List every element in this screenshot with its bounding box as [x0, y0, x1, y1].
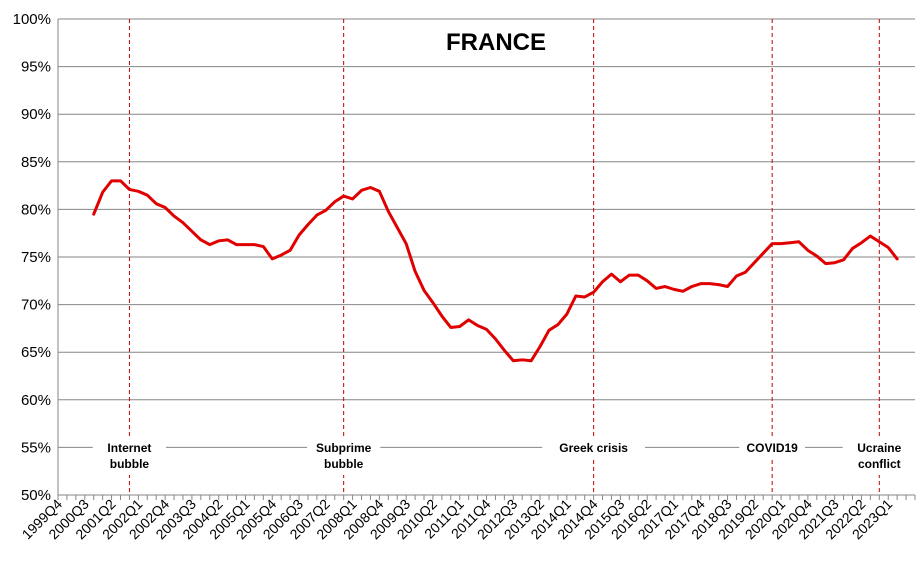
event-label: conflict [858, 457, 901, 471]
chart-title: FRANCE [446, 29, 546, 56]
event-label-bg [542, 439, 646, 459]
gridlines [58, 18, 915, 496]
event-label: Subprime [316, 441, 372, 455]
y-tick-label: 60% [21, 392, 51, 409]
event-markers: Internet bubble Subprime bubble Greek crisis… [92, 19, 916, 495]
event-label-bg [307, 439, 381, 475]
y-tick-label: 80% [21, 201, 51, 218]
event-label-bg [842, 439, 916, 475]
y-tick-label: 90% [21, 106, 51, 123]
y-tick-label: 65% [21, 344, 51, 361]
event-label: bubble [110, 457, 150, 471]
series-layer [92, 179, 899, 363]
y-tick-label: 75% [21, 249, 51, 266]
x-axis: 1999Q42000Q32001Q22002Q12002Q42003Q32004… [19, 494, 916, 542]
event-label: Internet [107, 441, 151, 455]
event-label: COVID19 [746, 441, 798, 455]
event-label: bubble [324, 457, 364, 471]
event-label: Greek crisis [559, 441, 628, 455]
y-tick-label: 55% [21, 439, 51, 456]
y-tick-label: 95% [21, 59, 51, 76]
event-label-bg [92, 439, 167, 475]
y-tick-label: 100% [13, 11, 51, 28]
y-tick-label: 70% [21, 297, 51, 314]
event-label: Ucraine [857, 441, 901, 455]
event-label-bg [739, 439, 806, 459]
y-axis: 50% 55% 60% 65% 70% 75% 80% 85% 90% 95% 100% [13, 11, 59, 504]
y-tick-label: 50% [21, 487, 51, 504]
series-line [92, 179, 899, 363]
y-tick-label: 85% [21, 154, 51, 171]
